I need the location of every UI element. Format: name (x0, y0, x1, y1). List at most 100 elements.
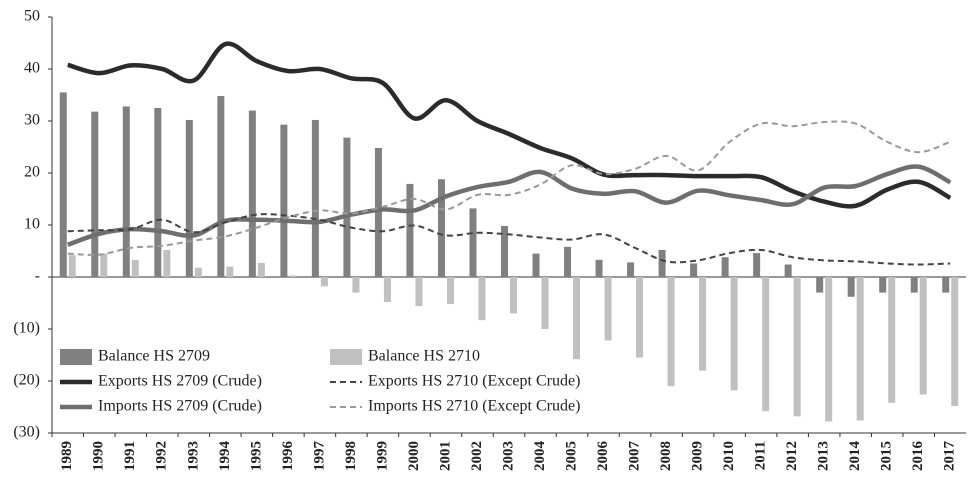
y-tick-label: 10 (24, 216, 40, 233)
x-tick-label: 1999 (374, 441, 390, 471)
legend-label: Exports HS 2709 (Crude) (98, 373, 262, 390)
bar (131, 259, 139, 277)
y-tick-label: (10) (13, 320, 40, 337)
bar (951, 277, 959, 406)
bar (753, 253, 761, 277)
bar (879, 277, 887, 293)
x-tick-label: 2003 (500, 441, 516, 471)
bar (784, 264, 792, 277)
bar (194, 267, 202, 277)
bar (59, 92, 67, 278)
x-tick-label: 1995 (248, 441, 264, 471)
bar (510, 277, 517, 314)
bar (289, 275, 297, 277)
x-tick-label: 2002 (469, 441, 485, 471)
x-tick-label: 1991 (122, 441, 138, 471)
legend-swatch (330, 349, 362, 365)
bar (446, 277, 454, 305)
legend-label: Exports HS 2710 (Except Crude) (368, 373, 580, 390)
line (67, 120, 951, 256)
bar (667, 277, 675, 387)
x-tick-label: 2004 (532, 441, 548, 472)
bar (793, 277, 801, 417)
x-tick-label: 2017 (942, 441, 958, 472)
x-tick-label: 2009 (690, 441, 706, 471)
bar (352, 277, 360, 293)
x-tick-label: 2015 (879, 441, 895, 471)
bar (604, 277, 612, 341)
x-tick-label: 2001 (437, 441, 453, 471)
bar (825, 277, 833, 422)
bar (627, 262, 635, 277)
bar (942, 277, 950, 293)
x-tick-label: 2010 (721, 441, 737, 471)
x-tick-label: 1996 (280, 441, 296, 472)
bar (478, 277, 486, 321)
x-tick-label: 1998 (343, 441, 359, 471)
bar (762, 277, 770, 412)
bar (636, 277, 644, 358)
x-tick-label: 2000 (406, 441, 422, 471)
bar (919, 277, 927, 395)
bar (226, 266, 234, 277)
bar (311, 119, 319, 278)
bar (122, 106, 130, 277)
bar (699, 277, 707, 371)
x-tick-label: 1997 (311, 441, 327, 472)
y-tick-label: (30) (13, 424, 40, 441)
x-tick-label: 2016 (910, 441, 926, 472)
x-tick-label: 2014 (847, 441, 863, 472)
bar (320, 277, 328, 287)
bar (217, 96, 225, 277)
x-tick-label: 2008 (658, 441, 674, 471)
bar (721, 257, 729, 277)
bar (248, 110, 256, 277)
y-tick-label: - (35, 268, 40, 285)
bar (730, 277, 738, 391)
y-tick-label: 40 (24, 60, 40, 77)
bar (163, 249, 171, 277)
x-tick-label: 1990 (91, 441, 107, 471)
bar (573, 277, 581, 360)
legend-label: Balance HS 2710 (368, 348, 480, 365)
x-tick-label: 2011 (753, 441, 769, 470)
bar (437, 179, 445, 277)
bar (847, 277, 855, 297)
bar (910, 277, 918, 293)
bar (154, 108, 162, 277)
bar (91, 111, 99, 277)
legend-label: Imports HS 2709 (Crude) (98, 398, 262, 415)
x-tick-label: 2012 (784, 441, 800, 471)
legend-label: Balance HS 2709 (98, 348, 210, 365)
bar (856, 277, 864, 421)
x-tick-label: 1993 (185, 441, 201, 471)
bar (501, 226, 508, 277)
x-tick-label: 2005 (563, 441, 579, 471)
x-tick-label: 2006 (595, 441, 611, 472)
line (67, 213, 951, 266)
bar (100, 253, 108, 277)
x-tick-label: 1989 (59, 441, 75, 471)
bar (658, 249, 666, 277)
legend-swatch (60, 349, 92, 365)
bar (280, 124, 288, 277)
x-tick-label: 1994 (217, 441, 233, 472)
bar (374, 148, 382, 277)
line (67, 41, 952, 209)
legend-label: Imports HS 2710 (Except Crude) (368, 398, 580, 415)
bar (690, 263, 698, 277)
y-tick-label: 50 (24, 8, 40, 25)
line (67, 164, 952, 247)
bar (383, 277, 391, 302)
bar (469, 208, 477, 277)
y-tick-label: (20) (13, 372, 40, 389)
bar (415, 277, 423, 307)
bar (257, 262, 265, 277)
bar (406, 183, 414, 277)
bar (816, 277, 824, 293)
x-tick-label: 2013 (816, 441, 832, 471)
y-tick-label: 20 (24, 164, 40, 181)
bar (343, 137, 351, 277)
bar (532, 253, 540, 277)
